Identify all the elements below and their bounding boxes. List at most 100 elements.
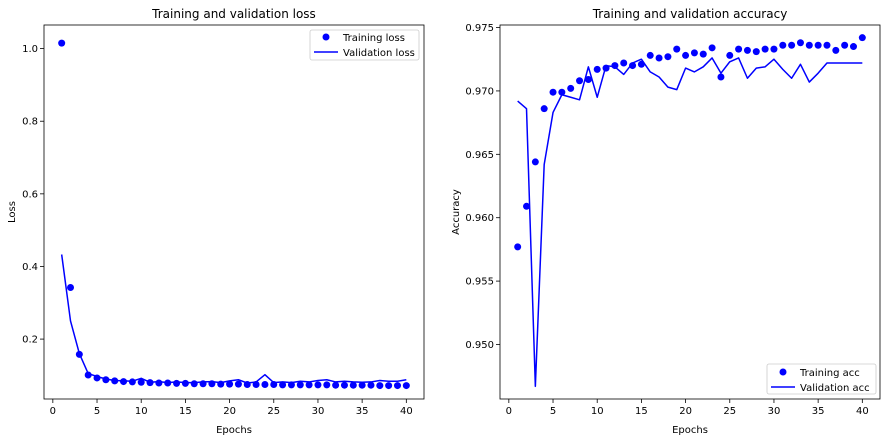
accuracy-xtick-label-25: 25 bbox=[723, 406, 736, 417]
accuracy-training-point-7 bbox=[567, 84, 575, 92]
loss-xtick-label-20: 20 bbox=[223, 406, 236, 417]
loss-training-point-28 bbox=[296, 381, 304, 389]
accuracy-training-point-22 bbox=[699, 50, 707, 58]
accuracy-training-point-30 bbox=[770, 45, 778, 53]
accuracy-chart-frame bbox=[499, 24, 881, 400]
accuracy-training-point-40 bbox=[858, 34, 866, 42]
accuracy-training-point-18 bbox=[664, 53, 672, 61]
loss-xtick-label-30: 30 bbox=[312, 406, 325, 417]
loss-training-point-36 bbox=[367, 381, 375, 389]
accuracy-training-point-29 bbox=[761, 45, 769, 53]
loss-training-point-24 bbox=[261, 380, 269, 388]
accuracy-training-point-20 bbox=[682, 51, 690, 59]
loss-chart-marks bbox=[58, 39, 410, 390]
accuracy-xtick-label-20: 20 bbox=[679, 406, 692, 417]
loss-chart-legend: Training loss Validation loss bbox=[309, 29, 420, 61]
accuracy-training-point-13 bbox=[620, 59, 628, 67]
loss-training-point-39 bbox=[393, 382, 401, 390]
accuracy-training-point-21 bbox=[690, 49, 698, 57]
accuracy-chart-marks bbox=[514, 34, 866, 388]
accuracy-chart-ylabel: Accuracy bbox=[451, 189, 462, 235]
loss-xtick-label-35: 35 bbox=[356, 406, 369, 417]
accuracy-legend-validation-label: Validation acc bbox=[800, 383, 870, 394]
loss-legend-training-label: Training loss bbox=[342, 33, 405, 44]
accuracy-training-point-34 bbox=[805, 41, 813, 49]
accuracy-ytick-label-3: 0.965 bbox=[465, 150, 494, 161]
accuracy-training-point-39 bbox=[849, 43, 857, 51]
accuracy-training-point-28 bbox=[752, 48, 760, 56]
loss-chart-title: Training and validation loss bbox=[151, 7, 316, 21]
loss-ytick-label-1: 0.4 bbox=[22, 262, 38, 273]
accuracy-training-point-17 bbox=[655, 54, 663, 62]
accuracy-training-point-9 bbox=[584, 76, 592, 84]
accuracy-training-point-16 bbox=[646, 51, 654, 59]
accuracy-chart-xlabel: Epochs bbox=[672, 425, 708, 436]
loss-training-point-29 bbox=[305, 381, 313, 389]
accuracy-training-point-14 bbox=[629, 62, 637, 70]
loss-training-point-30 bbox=[314, 381, 322, 389]
accuracy-xtick-label-30: 30 bbox=[768, 406, 781, 417]
accuracy-validation-line bbox=[517, 57, 863, 388]
accuracy-legend-training-label: Training acc bbox=[799, 368, 860, 379]
accuracy-training-point-31 bbox=[779, 41, 787, 49]
accuracy-training-point-36 bbox=[823, 41, 831, 49]
accuracy-chart-legend: Training acc Validation acc bbox=[766, 363, 877, 395]
loss-training-point-31 bbox=[323, 381, 331, 389]
loss-legend-validation-label: Validation loss bbox=[343, 48, 415, 59]
loss-ytick-label-0: 0.2 bbox=[22, 335, 38, 346]
accuracy-training-point-10 bbox=[593, 65, 601, 73]
loss-xtick-label-5: 5 bbox=[94, 406, 100, 417]
accuracy-training-point-3 bbox=[531, 158, 539, 166]
accuracy-ytick-label-2: 0.960 bbox=[465, 213, 494, 224]
loss-xtick-label-0: 0 bbox=[50, 406, 56, 417]
loss-training-point-16 bbox=[190, 380, 198, 388]
accuracy-ytick-label-4: 0.970 bbox=[465, 86, 494, 97]
loss-training-point-21 bbox=[234, 380, 242, 388]
accuracy-training-point-8 bbox=[576, 77, 584, 85]
accuracy-xtick-label-40: 40 bbox=[856, 406, 869, 417]
accuracy-training-point-27 bbox=[743, 46, 751, 54]
accuracy-training-point-32 bbox=[788, 41, 796, 49]
accuracy-chart-title: Training and validation accuracy bbox=[592, 7, 788, 21]
accuracy-ytick-label-1: 0.955 bbox=[465, 277, 494, 288]
loss-training-point-20 bbox=[226, 380, 234, 388]
accuracy-training-point-2 bbox=[523, 202, 531, 210]
loss-training-point-4 bbox=[84, 371, 92, 379]
loss-training-point-2 bbox=[67, 284, 75, 292]
loss-xtick-label-40: 40 bbox=[400, 406, 413, 417]
loss-training-point-1 bbox=[58, 39, 66, 47]
accuracy-training-point-4 bbox=[540, 105, 548, 113]
loss-training-point-33 bbox=[340, 381, 348, 389]
loss-xtick-label-10: 10 bbox=[135, 406, 148, 417]
accuracy-training-point-37 bbox=[832, 46, 840, 54]
accuracy-xtick-label-0: 0 bbox=[506, 406, 512, 417]
loss-training-point-34 bbox=[349, 381, 357, 389]
accuracy-training-point-6 bbox=[558, 88, 566, 96]
accuracy-legend-training-marker bbox=[779, 368, 787, 376]
loss-training-point-12 bbox=[155, 379, 163, 387]
loss-chart-frame bbox=[43, 24, 425, 400]
loss-training-point-10 bbox=[137, 378, 145, 386]
accuracy-training-point-38 bbox=[841, 41, 849, 49]
accuracy-xtick-label-10: 10 bbox=[591, 406, 604, 417]
loss-training-point-40 bbox=[402, 382, 410, 390]
accuracy-ytick-label-5: 0.975 bbox=[465, 23, 494, 34]
accuracy-xtick-label-15: 15 bbox=[635, 406, 648, 417]
accuracy-xtick-label-35: 35 bbox=[812, 406, 825, 417]
loss-chart-ylabel: Loss bbox=[7, 201, 18, 223]
accuracy-ytick-label-0: 0.950 bbox=[465, 340, 494, 351]
accuracy-chart-ticks: 0 5 10 15 20 25 30 35 40 0.950 0.955 0.960 0.965 0.97… bbox=[465, 23, 868, 417]
accuracy-xtick-label-5: 5 bbox=[550, 406, 556, 417]
accuracy-training-point-5 bbox=[549, 88, 557, 96]
loss-ytick-label-2: 0.6 bbox=[22, 189, 38, 200]
loss-training-point-35 bbox=[358, 381, 366, 389]
accuracy-training-point-33 bbox=[796, 39, 804, 47]
loss-validation-line bbox=[60, 254, 407, 384]
loss-training-point-26 bbox=[279, 381, 287, 389]
accuracy-training-point-25 bbox=[726, 51, 734, 59]
accuracy-training-point-26 bbox=[735, 45, 743, 53]
loss-legend-training-marker bbox=[322, 33, 330, 41]
loss-training-point-38 bbox=[385, 382, 393, 390]
accuracy-training-point-1 bbox=[514, 243, 522, 251]
